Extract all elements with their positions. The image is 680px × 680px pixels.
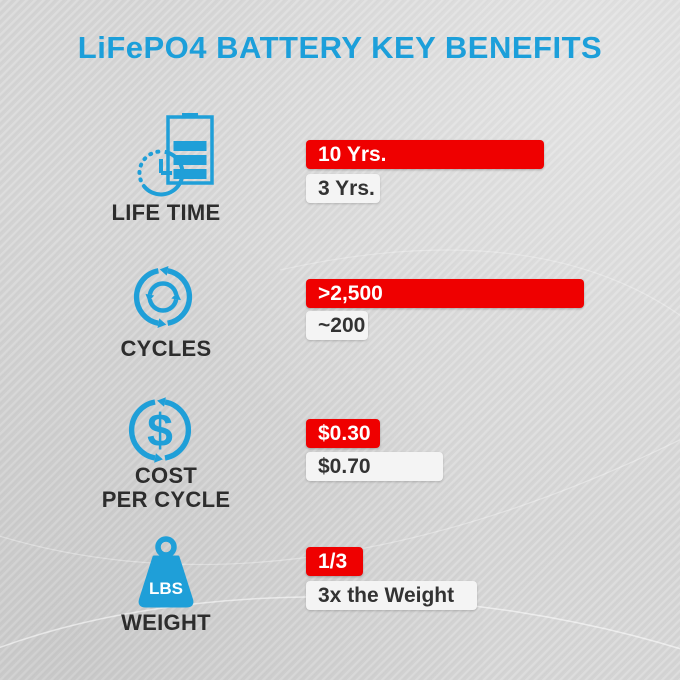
weight-lbs-icon: LBS: [138, 536, 194, 608]
bar-cost-lifepo4: $0.30: [306, 419, 380, 448]
section-label-cycles: CYCLES: [120, 336, 212, 361]
bar-cycles-comparison: ~200: [306, 311, 368, 340]
bar-lifetime-comparison: 3 Yrs.: [306, 174, 380, 203]
bar-lifetime-lifepo4: 10 Yrs.: [306, 140, 544, 169]
section-label-life-time: LIFE TIME: [111, 200, 221, 225]
bar-weight-lifepo4: 1/3: [306, 547, 363, 576]
svg-text:$: $: [147, 404, 173, 456]
recycle-arrows-icon: [133, 265, 193, 329]
section-label-weight: WEIGHT: [121, 610, 211, 635]
section-label-cost-per-cycle: COST PER CYCLE: [101, 463, 231, 512]
bar-cost-comparison: $0.70: [306, 452, 443, 481]
bar-weight-comparison: 3x the Weight: [306, 581, 477, 610]
dollar-cycle-icon: $: [128, 397, 192, 463]
weight-unit-text: LBS: [149, 579, 183, 598]
bar-cycles-lifepo4: >2,500: [306, 279, 584, 308]
page-title: LiFePO4 BATTERY KEY BENEFITS: [77, 30, 603, 65]
battery-clock-icon: [137, 113, 214, 197]
